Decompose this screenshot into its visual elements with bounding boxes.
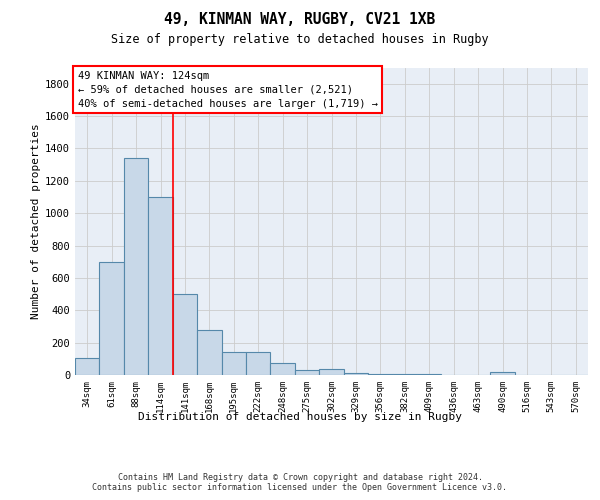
Text: Size of property relative to detached houses in Rugby: Size of property relative to detached ho… bbox=[111, 32, 489, 46]
Y-axis label: Number of detached properties: Number of detached properties bbox=[31, 124, 41, 319]
Text: 49 KINMAN WAY: 124sqm
← 59% of detached houses are smaller (2,521)
40% of semi-d: 49 KINMAN WAY: 124sqm ← 59% of detached … bbox=[77, 70, 377, 108]
Bar bbox=[417, 374, 442, 375]
Bar bbox=[368, 374, 392, 375]
Bar bbox=[148, 197, 173, 375]
Bar bbox=[75, 358, 100, 375]
Text: Distribution of detached houses by size in Rugby: Distribution of detached houses by size … bbox=[138, 412, 462, 422]
Bar bbox=[319, 370, 344, 375]
Bar bbox=[124, 158, 148, 375]
Bar bbox=[490, 372, 515, 375]
Bar bbox=[295, 370, 319, 375]
Bar bbox=[392, 374, 417, 375]
Bar bbox=[221, 352, 246, 375]
Bar bbox=[271, 363, 295, 375]
Text: 49, KINMAN WAY, RUGBY, CV21 1XB: 49, KINMAN WAY, RUGBY, CV21 1XB bbox=[164, 12, 436, 28]
Bar bbox=[246, 352, 271, 375]
Bar bbox=[173, 294, 197, 375]
Bar bbox=[100, 262, 124, 375]
Text: Contains HM Land Registry data © Crown copyright and database right 2024.
Contai: Contains HM Land Registry data © Crown c… bbox=[92, 472, 508, 492]
Bar bbox=[197, 330, 221, 375]
Bar bbox=[344, 372, 368, 375]
